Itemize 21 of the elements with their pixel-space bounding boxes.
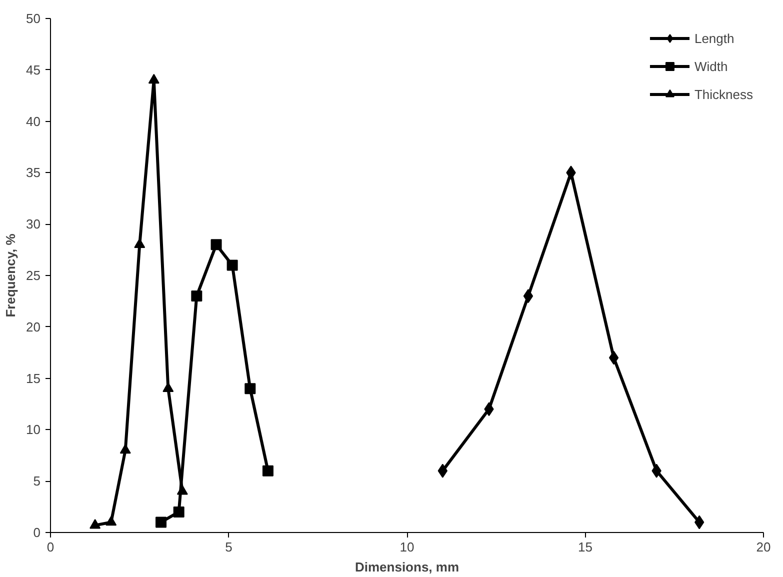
y-tick-label: 0 xyxy=(33,525,41,540)
x-tick-label: 5 xyxy=(225,540,232,554)
y-tick-label: 10 xyxy=(26,422,41,438)
y-tick-label: 35 xyxy=(26,165,41,180)
x-tick-label: 0 xyxy=(46,540,54,554)
y-tick-label: 30 xyxy=(26,216,41,232)
y-axis-title: Frequency, % xyxy=(3,233,18,318)
y-tick-label: 50 xyxy=(26,11,41,26)
y-tick-label: 5 xyxy=(33,474,41,489)
y-tick-label: 25 xyxy=(26,268,41,283)
x-axis-title: Dimensions, mm xyxy=(354,560,460,574)
x-tick-label: 15 xyxy=(578,540,592,554)
legend-label: Thickness xyxy=(694,86,753,102)
x-tick-label: 10 xyxy=(400,540,414,554)
y-tick-label: 40 xyxy=(26,114,41,129)
x-tick-label: 20 xyxy=(756,540,771,554)
y-tick-label: 20 xyxy=(26,319,41,334)
legend-label: Width xyxy=(694,58,728,74)
y-tick-label: 45 xyxy=(26,62,41,78)
y-tick-label: 15 xyxy=(26,370,41,386)
legend-label: Length xyxy=(694,30,734,46)
